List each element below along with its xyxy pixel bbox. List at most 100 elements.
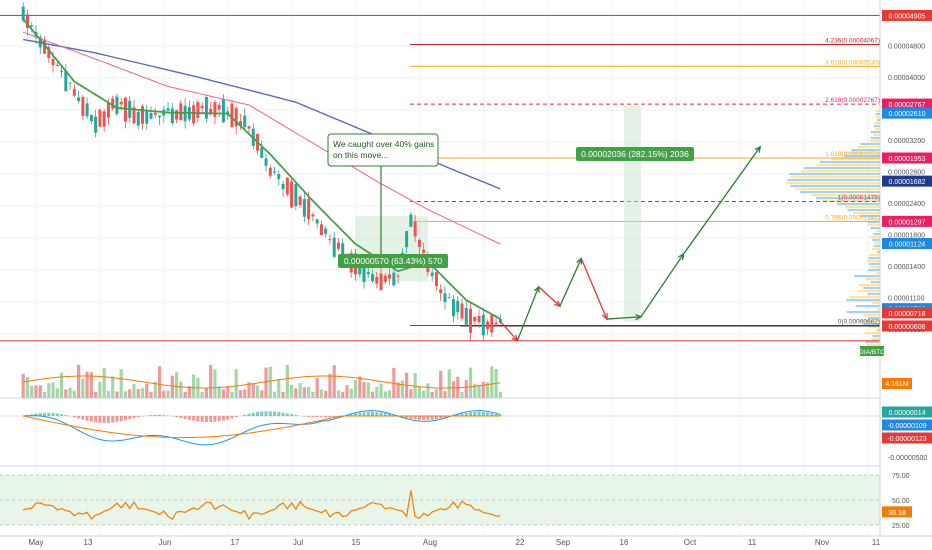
candle-body	[486, 321, 490, 329]
projection-arrow-up	[640, 253, 685, 318]
macd-histogram-bar	[34, 413, 38, 416]
macd-histogram-bar	[123, 416, 127, 421]
macd-histogram-bar	[234, 416, 238, 418]
price-pane[interactable]: 4.236(0.00004067) 3.618(0.00003530) 2.618(…	[0, 0, 880, 536]
macd-histogram-bar	[94, 416, 98, 423]
volume-profile-bar	[869, 140, 880, 143]
candle-body	[324, 228, 328, 234]
candle-body	[481, 314, 485, 336]
volume-bar	[409, 389, 413, 398]
volume-bar	[447, 369, 451, 398]
price-badge	[882, 152, 932, 164]
volume-profile-bar	[875, 128, 880, 131]
macd-histogram-bar	[256, 411, 260, 416]
volume-profile-bar	[853, 212, 880, 215]
candle-body	[89, 115, 93, 122]
price-badge-text: 0.00004905	[889, 13, 926, 20]
macd-histogram-bar	[47, 412, 51, 416]
volume-profile-bar	[860, 215, 880, 218]
candle-body	[51, 58, 55, 66]
candle-body	[123, 97, 127, 122]
macd-histogram-bar	[290, 414, 294, 416]
candle-body	[443, 293, 447, 303]
candle-body	[55, 64, 59, 66]
macd-histogram-bar	[183, 416, 187, 419]
fib-level-label: 1(0.00001475)	[838, 194, 880, 201]
macd-histogram-bar	[400, 416, 404, 418]
price-tick-label: 0.00001100	[888, 296, 925, 303]
volume-pane	[0, 364, 880, 399]
macd-histogram-bar	[417, 416, 421, 420]
volume-bar	[328, 373, 332, 398]
volume-profile-bar	[868, 326, 880, 329]
volume-profile-bar	[790, 176, 880, 179]
volume-bar	[349, 388, 353, 398]
macd-histogram-bar	[187, 416, 191, 420]
volume-bar	[38, 385, 42, 398]
time-tick-label: Jun	[159, 538, 172, 547]
volume-profile-bar	[867, 221, 880, 224]
volume-profile-bar	[836, 203, 880, 206]
volume-bar	[77, 364, 81, 398]
volume-bar	[294, 388, 298, 398]
volume-profile-bar	[830, 158, 880, 161]
rsi-tick-label: 25.00	[892, 523, 910, 530]
volume-bar	[145, 383, 149, 398]
candle-body	[204, 96, 208, 119]
macd-histogram-bar	[294, 415, 298, 416]
candle-body	[60, 71, 64, 73]
rsi-tick-label: 50.00	[892, 498, 910, 505]
volume-bar	[387, 390, 392, 398]
rsi-badge-text: 38.18	[888, 510, 906, 517]
macd-histogram-bar	[55, 413, 59, 416]
volume-bar	[396, 382, 400, 398]
macd-histogram-bar	[469, 412, 473, 416]
candle-body	[72, 88, 76, 96]
volume-bar	[341, 391, 345, 398]
macd-histogram-bar	[460, 413, 464, 416]
candle-body	[307, 198, 311, 220]
candle-body	[396, 275, 400, 277]
fib-level-label: 2.618(0.00002767)	[825, 97, 880, 104]
volume-profile-bar	[870, 131, 880, 134]
volume-profile-bar	[875, 116, 880, 119]
candle-body	[294, 184, 298, 206]
macd-histogram-bar	[473, 411, 477, 416]
candle-body	[494, 322, 498, 325]
price-badge-text: 0.00001297	[889, 219, 926, 226]
volume-bar	[30, 385, 34, 398]
candle-body	[498, 318, 502, 323]
volume-profile-bar	[874, 125, 880, 128]
projection-arrow-down	[499, 320, 518, 342]
price-badge	[882, 307, 932, 319]
volume-bar	[187, 385, 191, 398]
volume-profile-bar	[864, 332, 880, 335]
price-tick-label: 0.00002400	[888, 201, 925, 208]
time-axis[interactable]: May 13 Jun 17 Jul 15 Aug 22 Sep 16 Oct 11 Nov 11	[0, 535, 932, 547]
volume-bar	[209, 364, 213, 398]
macd-histogram-bar	[430, 416, 434, 420]
volume-profile-bar	[877, 119, 880, 122]
volume-bar	[89, 372, 93, 398]
callout-text: We caught over 40% gains	[333, 139, 434, 149]
macd-histogram-bar	[443, 416, 447, 418]
candle-body	[64, 70, 68, 91]
volume-bar	[281, 391, 285, 398]
volume-profile-bar	[800, 191, 880, 194]
price-tick-label: 0.00001400	[888, 264, 925, 271]
volume-profile-bar	[788, 173, 880, 176]
callout-box	[327, 133, 439, 167]
measure-label-bg	[576, 147, 694, 161]
price-axis[interactable]: 0.000052000.000048000.000040000.00003600…	[859, 0, 932, 536]
volume-bar	[319, 389, 324, 398]
price-tick-label: 0.00003200	[888, 138, 925, 145]
macd-histogram-bar	[247, 413, 251, 416]
macd-histogram-bar	[434, 416, 438, 420]
volume-bar	[221, 389, 226, 398]
candle-body	[447, 297, 451, 299]
fib-level-label: 1.618(0.00001953)	[825, 151, 880, 158]
macd-badge	[882, 419, 932, 431]
macd-histogram-bar	[149, 415, 153, 416]
